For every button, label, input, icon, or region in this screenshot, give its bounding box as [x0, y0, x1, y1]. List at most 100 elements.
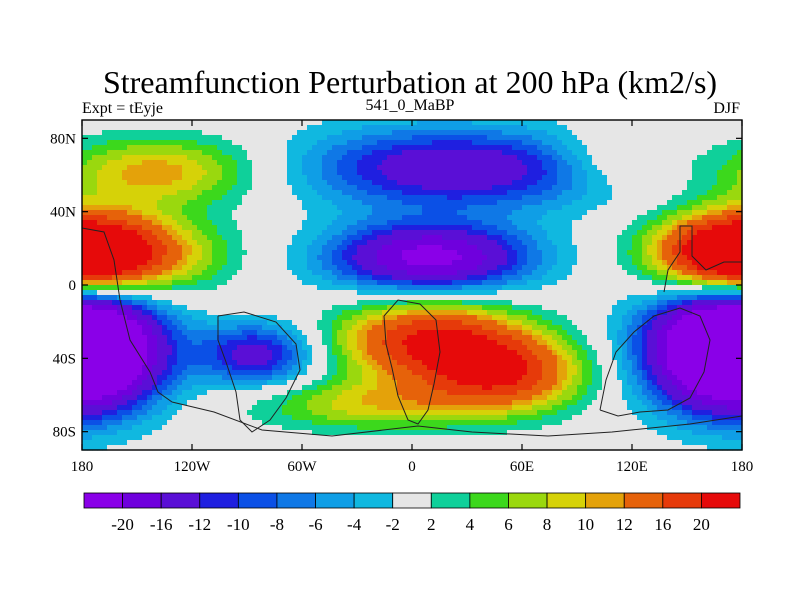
contour-cell	[567, 295, 573, 301]
contour-cell	[612, 185, 618, 191]
contour-cell	[442, 185, 448, 191]
contour-cell	[207, 140, 213, 146]
contour-cell	[457, 185, 463, 191]
contour-cell	[687, 180, 693, 186]
contour-cell	[167, 120, 173, 126]
contour-cell	[342, 145, 348, 151]
contour-cell	[737, 180, 743, 186]
contour-cell	[477, 250, 483, 256]
contour-cell	[192, 200, 198, 206]
contour-cell	[137, 295, 143, 301]
contour-cell	[157, 235, 163, 241]
contour-cell	[272, 285, 278, 291]
contour-cell	[267, 205, 273, 211]
contour-cell	[392, 120, 398, 126]
contour-cell	[692, 240, 698, 246]
contour-cell	[252, 175, 258, 181]
contour-cell	[157, 270, 163, 276]
contour-cell	[647, 155, 653, 161]
contour-cell	[87, 200, 93, 206]
contour-cell	[567, 140, 573, 146]
contour-cell	[162, 285, 168, 291]
contour-cell	[622, 230, 628, 236]
contour-cell	[292, 145, 298, 151]
contour-cell	[347, 245, 353, 251]
contour-cell	[237, 260, 243, 266]
contour-cell	[232, 240, 238, 246]
contour-cell	[387, 130, 393, 136]
contour-cell	[692, 295, 698, 301]
contour-cell	[152, 235, 158, 241]
contour-cell	[652, 160, 658, 166]
contour-cell	[172, 130, 178, 136]
contour-cell	[192, 220, 198, 226]
contour-cell	[192, 265, 198, 271]
contour-cell	[377, 240, 383, 246]
contour-cell	[257, 220, 263, 226]
contour-cell	[672, 185, 678, 191]
contour-cell	[242, 215, 248, 221]
contour-cell	[607, 150, 613, 156]
contour-cell	[492, 205, 498, 211]
contour-cell	[707, 250, 713, 256]
contour-cell	[242, 195, 248, 201]
contour-cell	[367, 205, 373, 211]
contour-cell	[257, 245, 263, 251]
contour-cell	[497, 245, 503, 251]
contour-cell	[132, 175, 138, 181]
contour-cell	[372, 185, 378, 191]
contour-cell	[407, 195, 413, 201]
contour-cell	[517, 180, 523, 186]
contour-cell	[107, 205, 113, 211]
contour-cell	[677, 140, 683, 146]
contour-cell	[327, 260, 333, 266]
contour-cell	[642, 215, 648, 221]
contour-cell	[422, 295, 428, 301]
contour-cell	[692, 220, 698, 226]
contour-cell	[737, 270, 743, 276]
contour-cell	[137, 175, 143, 181]
contour-cell	[117, 135, 123, 141]
contour-cell	[577, 300, 583, 306]
contour-cell	[87, 255, 93, 261]
contour-cell	[367, 275, 373, 281]
contour-cell	[617, 305, 623, 311]
contour-cell	[487, 270, 493, 276]
contour-cell	[407, 125, 413, 131]
contour-cell	[657, 120, 663, 126]
contour-cell	[707, 220, 713, 226]
contour-cell	[132, 200, 138, 206]
contour-cell	[187, 245, 193, 251]
contour-cell	[287, 250, 293, 256]
contour-cell	[222, 195, 228, 201]
contour-cell	[557, 200, 563, 206]
contour-cell	[427, 140, 433, 146]
contour-cell	[397, 200, 403, 206]
contour-cell	[472, 150, 478, 156]
contour-cell	[422, 235, 428, 241]
contour-cell	[232, 210, 238, 216]
contour-cell	[402, 150, 408, 156]
contour-cell	[717, 200, 723, 206]
contour-cell	[87, 300, 93, 306]
contour-cell	[562, 255, 568, 261]
contour-cell	[542, 280, 548, 286]
contour-cell	[612, 150, 618, 156]
contour-cell	[177, 305, 183, 311]
contour-cell	[372, 120, 378, 126]
contour-cell	[592, 275, 598, 281]
contour-cell	[307, 240, 313, 246]
contour-cell	[632, 205, 638, 211]
contour-cell	[92, 185, 98, 191]
contour-cell	[512, 215, 518, 221]
contour-cell	[627, 220, 633, 226]
contour-cell	[647, 295, 653, 301]
contour-cell	[672, 135, 678, 141]
contour-cell	[632, 155, 638, 161]
contour-cell	[132, 165, 138, 171]
contour-cell	[512, 140, 518, 146]
contour-cell	[187, 170, 193, 176]
contour-cell	[667, 245, 673, 251]
contour-cell	[407, 270, 413, 276]
contour-cell	[592, 290, 598, 296]
